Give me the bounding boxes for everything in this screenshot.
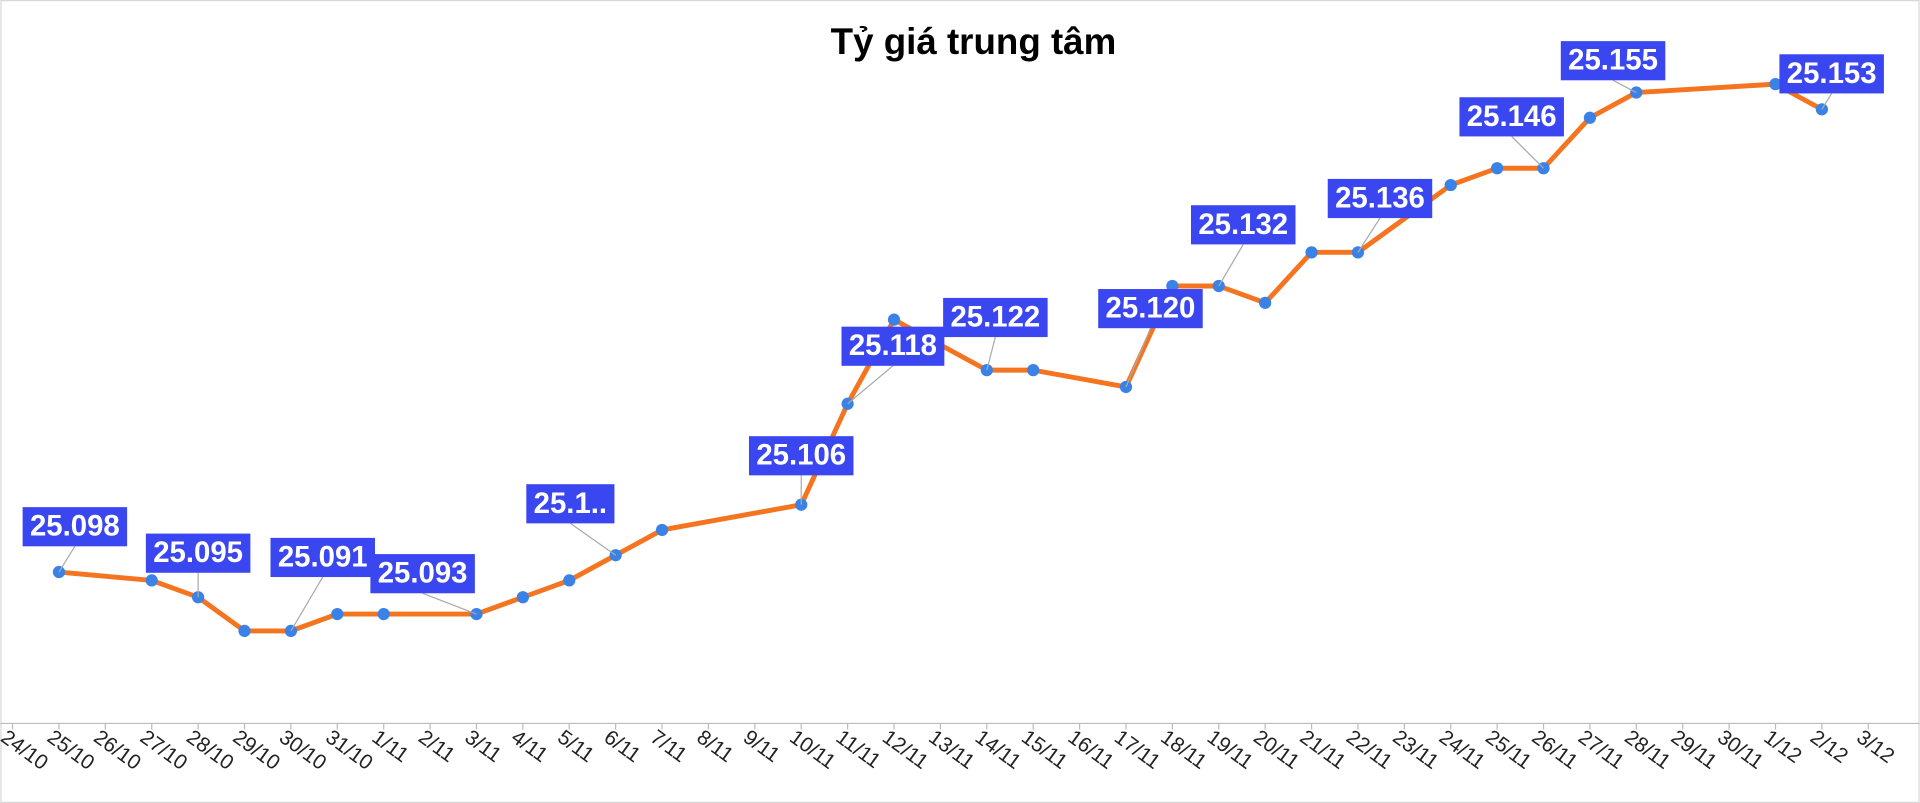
leader-line — [847, 365, 894, 405]
point — [238, 624, 251, 638]
data-label-box — [526, 484, 615, 524]
point — [887, 313, 901, 326]
point — [1259, 296, 1272, 309]
point — [1119, 380, 1133, 394]
data-label-box — [22, 507, 128, 547]
data-label: 25.095 — [153, 536, 243, 569]
data-label-box — [145, 533, 251, 573]
point — [1305, 246, 1318, 259]
data-label: 25.146 — [1467, 100, 1557, 133]
point — [377, 607, 390, 621]
point — [145, 574, 158, 587]
leader-line — [1511, 135, 1544, 169]
leader-line — [422, 592, 477, 615]
point — [516, 591, 529, 604]
data-label-box — [1191, 205, 1296, 245]
data-label-box — [1098, 289, 1203, 329]
data-label-box — [943, 297, 1048, 338]
leader-line — [1612, 79, 1637, 94]
point — [655, 523, 669, 537]
leader-line — [1218, 244, 1244, 287]
data-label-box — [370, 554, 475, 594]
data-label: 25.118 — [849, 329, 937, 362]
data-label-box — [1779, 54, 1884, 94]
data-label: 25.132 — [1198, 208, 1288, 241]
leader-line — [1357, 217, 1381, 253]
data-label: 25.1.. — [534, 487, 607, 520]
leader-line — [58, 545, 76, 573]
leader-line — [290, 576, 324, 632]
data-label: 25.120 — [1106, 292, 1196, 325]
leader-line — [570, 522, 617, 556]
point — [284, 624, 298, 638]
data-label-box — [1560, 41, 1666, 81]
data-label-box — [1327, 178, 1433, 219]
data-label-box — [270, 537, 375, 578]
leader-line — [1125, 327, 1152, 388]
leader-line — [986, 336, 996, 371]
chart-title: Tỷ giá trung tâm — [831, 21, 1117, 62]
data-label: 25.136 — [1335, 181, 1425, 214]
data-label-box — [841, 326, 945, 366]
point — [331, 607, 344, 621]
point — [1583, 111, 1597, 124]
point — [1491, 162, 1504, 175]
data-label: 25.122 — [950, 300, 1040, 333]
point — [1027, 364, 1040, 377]
data-label: 25.093 — [378, 557, 468, 590]
data-label-box — [1459, 97, 1564, 137]
point — [1769, 77, 1782, 91]
point — [563, 574, 576, 587]
data-label: 25.091 — [278, 540, 368, 573]
data-label-box — [748, 436, 854, 476]
point — [1444, 178, 1457, 192]
data-label: 25.106 — [756, 439, 846, 472]
data-label: 25.153 — [1787, 57, 1877, 90]
leader-line — [1821, 93, 1833, 110]
data-label: 25.155 — [1568, 44, 1658, 77]
data-label: 25.098 — [30, 510, 120, 543]
